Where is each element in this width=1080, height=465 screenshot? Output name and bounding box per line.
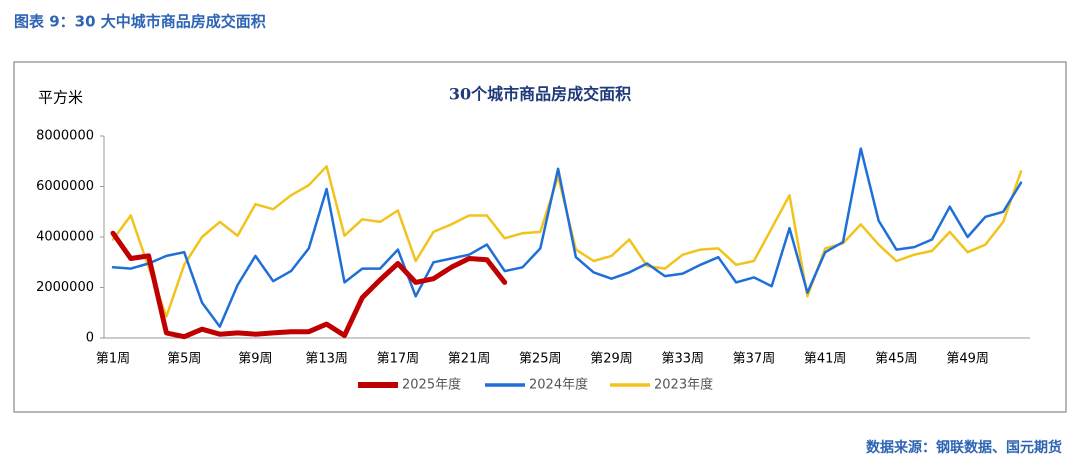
y-tick-label: 6000000 (36, 179, 94, 194)
x-tick-label: 第9周 (238, 352, 272, 367)
x-tick-label: 第41周 (804, 352, 847, 367)
series-line (110, 230, 508, 340)
chart-frame (13, 61, 1067, 413)
x-tick-label: 第45周 (875, 352, 918, 367)
y-tick-label: 0 (86, 331, 94, 346)
y-tick-label: 2000000 (36, 280, 94, 295)
x-tick-label: 第49周 (946, 352, 989, 367)
x-tick-label: 第17周 (377, 352, 420, 367)
legend-label: 2023年度 (654, 377, 713, 393)
x-tick-label: 第1周 (96, 352, 130, 367)
legend-label: 2025年度 (402, 377, 461, 393)
x-tick-label: 第21周 (448, 352, 491, 367)
x-tick-label: 第5周 (167, 352, 201, 367)
y-axis-label: 平方米 (38, 89, 83, 107)
series-line (111, 165, 1023, 318)
x-tick-label: 第37周 (733, 352, 776, 367)
y-tick-label: 8000000 (36, 129, 94, 144)
x-tick-label: 第33周 (661, 352, 704, 367)
header: 图表 9：30 大中城市商品房成交面积 (14, 13, 266, 31)
legend-label: 2024年度 (529, 377, 588, 393)
x-tick-label: 第13周 (305, 352, 348, 367)
source: 数据来源：钢联数据、国元期货 (866, 439, 1062, 456)
chart-title: 30个城市商品房成交面积 (449, 85, 631, 104)
series-line (111, 147, 1023, 328)
x-tick-label: 第25周 (519, 352, 562, 367)
x-tick-label: 第29周 (590, 352, 633, 367)
y-tick-label: 4000000 (36, 230, 94, 245)
